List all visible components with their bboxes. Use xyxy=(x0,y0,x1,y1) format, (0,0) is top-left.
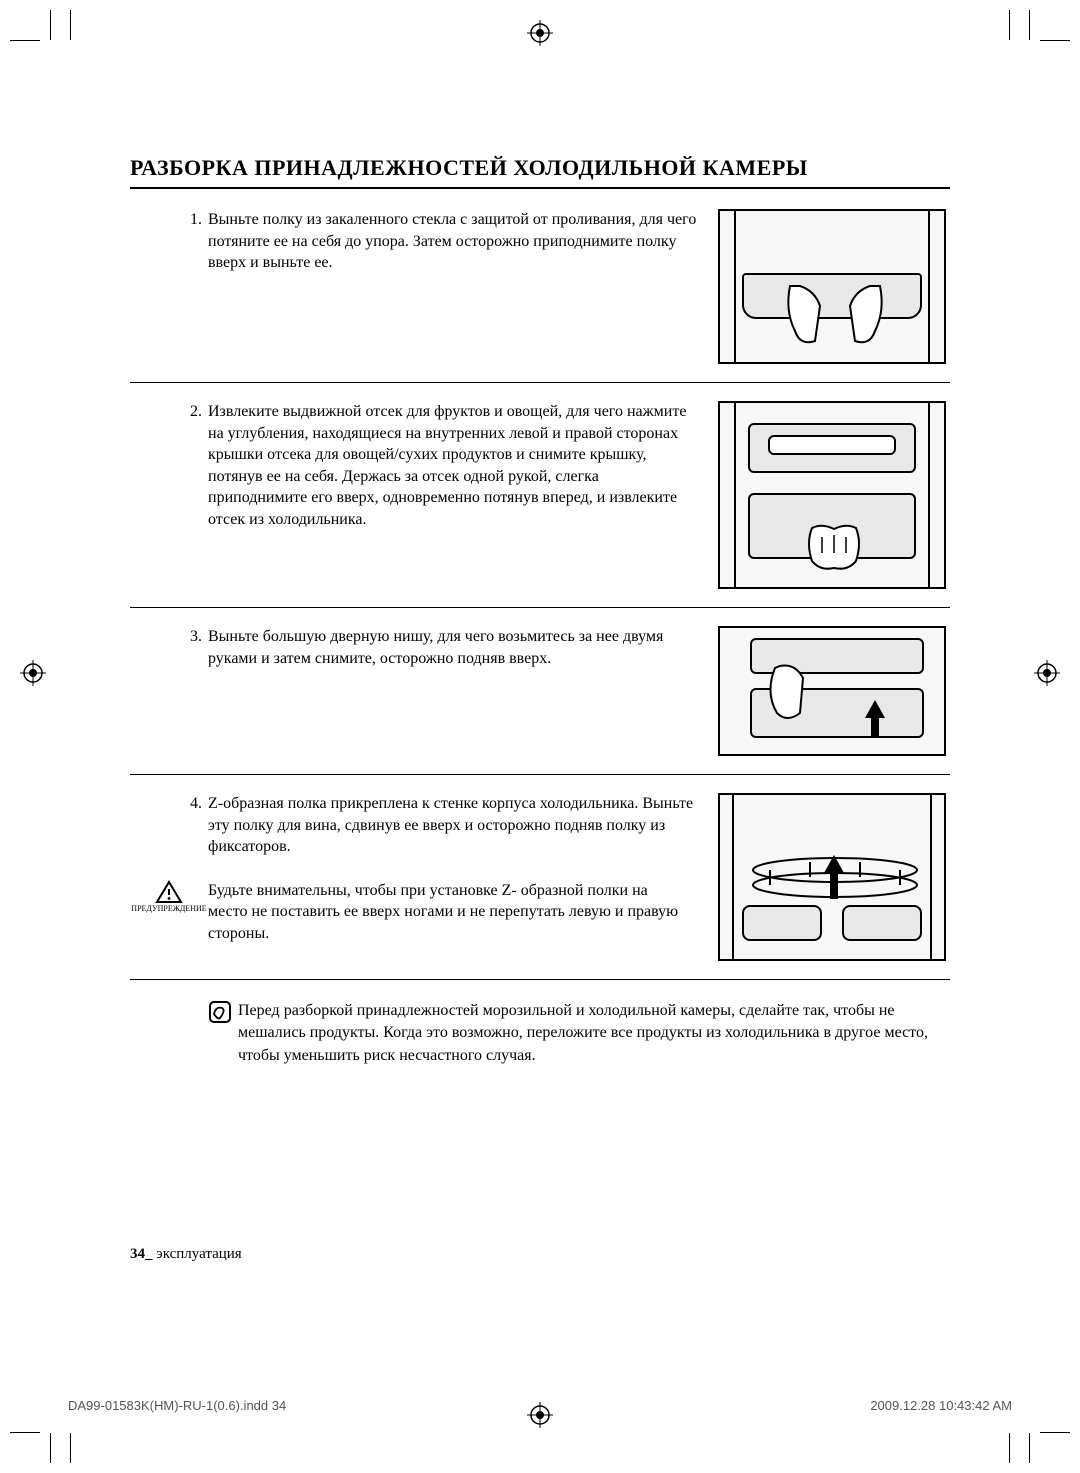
step-number: 3. xyxy=(190,626,202,648)
step-4: 4. Z-образная полка прикреплена к стенке… xyxy=(130,775,950,979)
print-filename: DA99-01583K(HM)-RU-1(0.6).indd 34 xyxy=(68,1398,286,1413)
step-number: 1. xyxy=(190,209,202,231)
page-footer: 34_ эксплуатация xyxy=(130,1246,242,1263)
crop-mark xyxy=(70,10,71,40)
step-figure xyxy=(718,209,950,364)
step-text: 1. Выньте полку из закаленного стекла с … xyxy=(130,209,718,364)
registration-mark-icon xyxy=(527,20,553,46)
print-timestamp: 2009.12.28 10:43:42 AM xyxy=(870,1398,1012,1413)
step-body: Выньте большую дверную нишу, для чего во… xyxy=(208,626,698,669)
page-number: 34_ xyxy=(130,1246,153,1262)
note-icon xyxy=(208,1000,238,1031)
crop-mark xyxy=(10,1432,40,1433)
step-body: Z-образная полка прикреплена к стенке ко… xyxy=(208,793,708,858)
crop-mark xyxy=(1029,10,1030,40)
crop-mark xyxy=(50,1433,51,1463)
registration-mark-icon xyxy=(1034,660,1060,686)
step-number: 4. xyxy=(190,793,202,815)
registration-mark-icon xyxy=(20,660,46,686)
crop-mark xyxy=(50,10,51,40)
warning-text: Будьте внимательны, чтобы при установке … xyxy=(208,880,708,945)
step-number: 2. xyxy=(190,401,202,423)
warning-icon: ПРЕДУПРЕЖДЕНИЕ xyxy=(130,880,208,915)
drawer-removal-illustration xyxy=(718,401,946,589)
crop-mark xyxy=(1029,1433,1030,1463)
crop-mark xyxy=(1009,10,1010,40)
step-body: Извлеките выдвижной отсек для фруктов и … xyxy=(208,401,698,531)
step-text: 4. Z-образная полка прикреплена к стенке… xyxy=(130,793,718,961)
step-figure xyxy=(718,793,950,961)
step-3: 3. Выньте большую дверную нишу, для чего… xyxy=(130,608,950,775)
shelf-removal-illustration xyxy=(718,209,946,364)
note-text: Перед разборкой принадлежностей морозиль… xyxy=(238,1000,950,1067)
door-bin-illustration xyxy=(718,626,946,756)
print-footer: DA99-01583K(HM)-RU-1(0.6).indd 34 2009.1… xyxy=(68,1398,1012,1413)
crop-mark xyxy=(1009,1433,1010,1463)
note-row: Перед разборкой принадлежностей морозиль… xyxy=(130,980,950,1067)
z-shelf-illustration xyxy=(718,793,946,961)
page-title: РАЗБОРКА ПРИНАДЛЕЖНОСТЕЙ ХОЛОДИЛЬНОЙ КАМ… xyxy=(130,155,950,189)
page-content: РАЗБОРКА ПРИНАДЛЕЖНОСТЕЙ ХОЛОДИЛЬНОЙ КАМ… xyxy=(130,155,950,1067)
step-figure xyxy=(718,626,950,756)
footer-section: эксплуатация xyxy=(156,1246,241,1262)
step-1: 1. Выньте полку из закаленного стекла с … xyxy=(130,209,950,383)
crop-mark xyxy=(10,40,40,41)
step-body: Выньте полку из закаленного стекла с защ… xyxy=(208,209,698,274)
crop-mark xyxy=(1040,1432,1070,1433)
step-figure xyxy=(718,401,950,589)
crop-mark xyxy=(1040,40,1070,41)
step-2: 2. Извлеките выдвижной отсек для фруктов… xyxy=(130,383,950,608)
step-text: 3. Выньте большую дверную нишу, для чего… xyxy=(130,626,718,756)
warning-label: ПРЕДУПРЕЖДЕНИЕ xyxy=(130,904,208,915)
crop-mark xyxy=(70,1433,71,1463)
step-text: 2. Извлеките выдвижной отсек для фруктов… xyxy=(130,401,718,589)
